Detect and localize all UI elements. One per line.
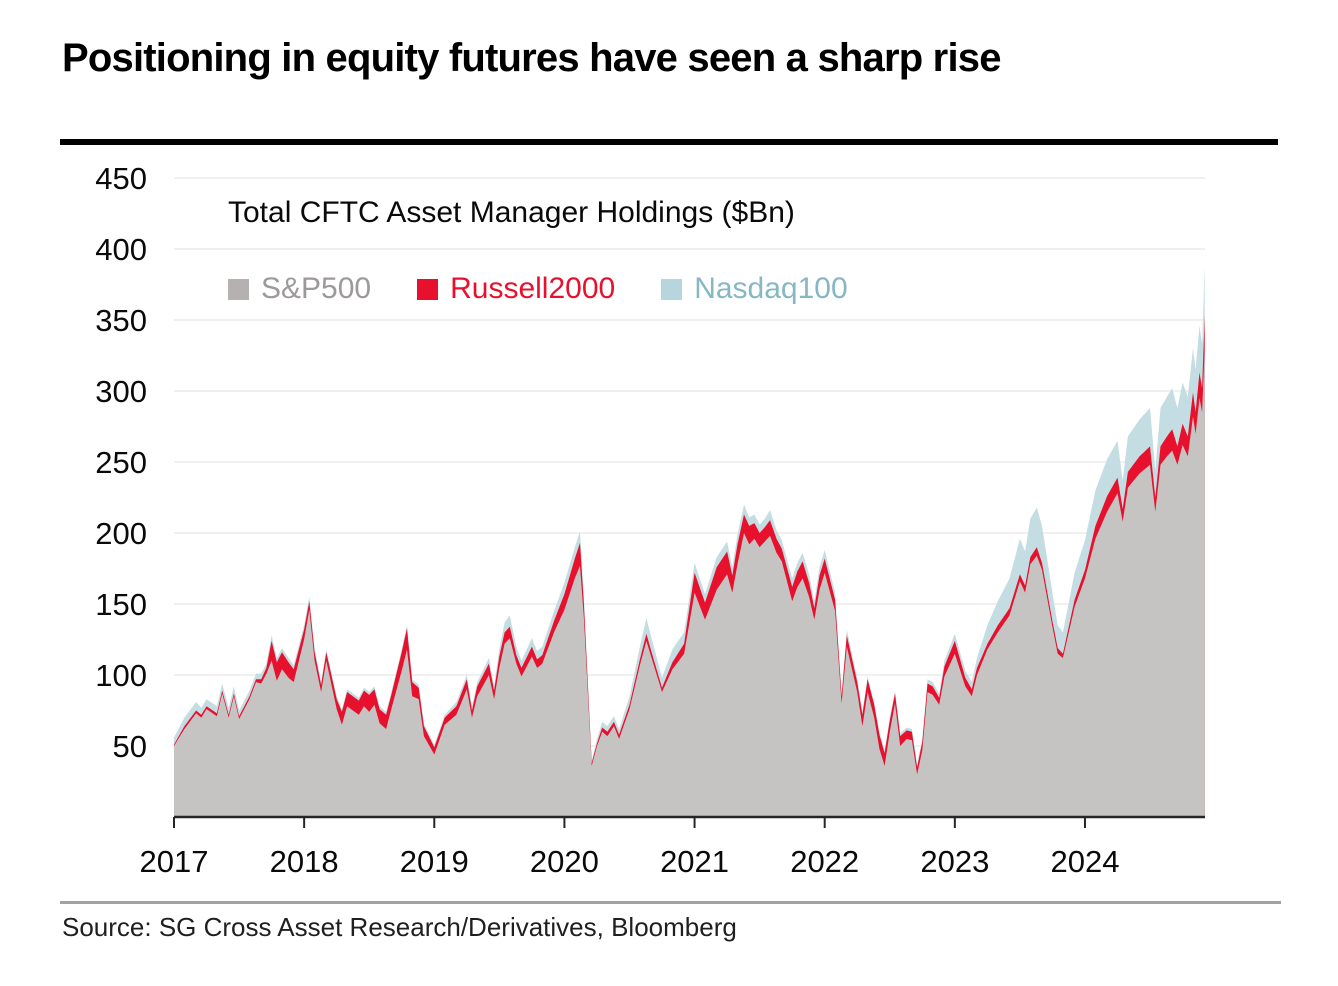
source-note: Source: SG Cross Asset Research/Derivati… (62, 912, 737, 942)
bottom-rule (60, 901, 1281, 904)
legend-marker-icon (417, 278, 439, 300)
x-tick-label-2021: 2021 (660, 844, 729, 879)
y-tick-label-400: 400 (95, 232, 147, 267)
legend-label: Nasdaq100 (694, 272, 848, 305)
y-tick-label-250: 250 (95, 445, 147, 480)
y-tick-label-300: 300 (95, 374, 147, 409)
x-tick-label-2018: 2018 (270, 844, 339, 879)
legend-marker-icon (661, 278, 683, 300)
legend-label: S&P500 (261, 272, 372, 305)
y-tick-label-200: 200 (95, 516, 147, 551)
y-tick-label-150: 150 (95, 587, 147, 622)
chart-subtitle: Total CFTC Asset Manager Holdings ($Bn) (228, 196, 795, 229)
x-tick-label-2017: 2017 (140, 844, 209, 879)
legend-item-sp500: S&P500 (228, 272, 371, 306)
page-title: Positioning in equity futures have seen … (62, 36, 1001, 80)
y-tick-label-350: 350 (95, 303, 147, 338)
y-tick-label-100: 100 (95, 658, 147, 693)
y-tick-label-450: 450 (95, 161, 147, 196)
x-tick-label-2024: 2024 (1050, 844, 1119, 879)
area-sp500 (174, 348, 1205, 817)
top-rule (60, 139, 1278, 145)
x-tick-label-2019: 2019 (400, 844, 469, 879)
legend-item-nasdaq100: Nasdaq100 (661, 272, 848, 306)
legend-marker-icon (228, 278, 249, 300)
y-tick-label-50: 50 (113, 729, 147, 764)
legend-label: Russell2000 (450, 272, 616, 305)
x-tick-label-2020: 2020 (530, 844, 599, 879)
x-tick-label-2022: 2022 (790, 844, 859, 879)
legend-item-russell2000: Russell2000 (417, 272, 615, 306)
chart-legend: S&P500 Russell2000 Nasdaq100 (228, 272, 848, 306)
x-tick-label-2023: 2023 (920, 844, 989, 879)
